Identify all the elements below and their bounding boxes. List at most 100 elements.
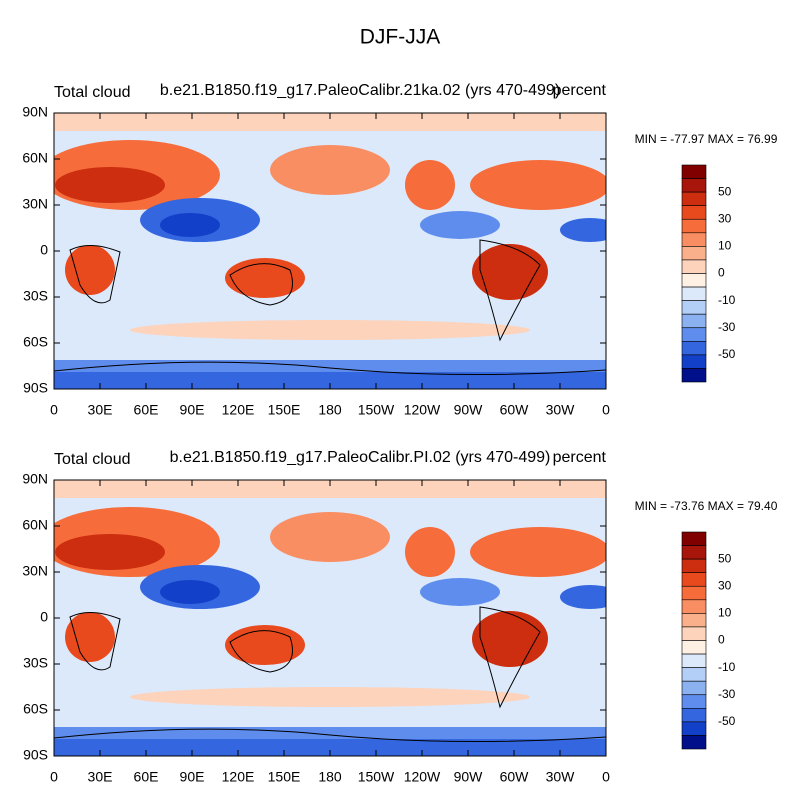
colorbar-box <box>681 300 707 315</box>
lon-tick-label: 180 <box>318 769 342 785</box>
colorbar-box <box>681 341 707 356</box>
colorbar-label: 30 <box>718 211 732 225</box>
colorbar-label: 50 <box>718 551 732 565</box>
lon-tick-label: 90E <box>180 769 205 785</box>
colorbar-box <box>681 721 707 736</box>
lon-tick-label: 120W <box>404 769 441 785</box>
lon-tick-label: 30W <box>546 769 576 785</box>
lat-tick-label: 0 <box>40 242 48 258</box>
colorbar-box <box>681 327 707 342</box>
lat-tick-label: 90S <box>23 380 48 396</box>
colorbar-box <box>681 232 707 247</box>
colorbar-box <box>681 572 707 587</box>
colorbar-label: 50 <box>718 184 732 198</box>
lon-tick-label: 90W <box>454 402 484 418</box>
colorbar-box <box>681 708 707 723</box>
lon-tick-label: 30E <box>88 402 113 418</box>
lon-tick-label: 90W <box>454 769 484 785</box>
lat-tick-label: 60N <box>22 517 48 533</box>
center-label: b.e21.B1850.f19_g17.PaleoCalibr.21ka.02 … <box>160 82 560 99</box>
lon-tick-label: 60W <box>500 402 530 418</box>
lon-tick-label: 30E <box>88 769 113 785</box>
right-label: percent <box>553 449 607 466</box>
colorbar-box <box>681 599 707 614</box>
lat-tick-label: 30S <box>23 288 48 304</box>
colorbar-box <box>681 164 707 179</box>
colorbar-label: 10 <box>718 239 732 253</box>
lon-tick-label: 30W <box>546 402 576 418</box>
colorbar-box <box>681 585 707 601</box>
lon-tick-label: 150E <box>268 402 301 418</box>
lat-tick-label: 90N <box>22 104 48 120</box>
lat-tick-label: 60N <box>22 150 48 166</box>
colorbar-label: 0 <box>718 266 725 280</box>
lon-tick-label: 120W <box>404 402 441 418</box>
colorbar-label: -10 <box>718 293 736 307</box>
min-max: MIN = -77.97 MAX = 76.99 <box>635 132 778 146</box>
colorbar-label: -30 <box>718 687 736 701</box>
lon-tick-label: 150E <box>268 769 301 785</box>
lon-tick-label: 120E <box>222 402 255 418</box>
lon-tick-label: 60E <box>134 402 159 418</box>
colorbar-box <box>681 273 707 288</box>
colorbar-box <box>681 218 707 234</box>
contour-field <box>40 480 620 756</box>
lon-tick-label: 0 <box>602 769 610 785</box>
lon-tick-label: 150W <box>358 402 395 418</box>
figure-title: DJF-JJA <box>360 26 441 49</box>
lat-tick-label: 30N <box>22 196 48 212</box>
colorbar-box <box>681 545 707 560</box>
lat-tick-label: 30S <box>23 655 48 671</box>
lat-tick-label: 30N <box>22 563 48 579</box>
colorbar-box <box>681 178 707 193</box>
colorbar-box <box>681 735 707 750</box>
colorbar-box <box>681 531 707 546</box>
colorbar-label: -10 <box>718 660 736 674</box>
colorbar-box <box>681 626 707 641</box>
colorbar-label: -30 <box>718 320 736 334</box>
colorbar-box <box>681 246 707 261</box>
min-max: MIN = -73.76 MAX = 79.40 <box>635 499 778 513</box>
lon-tick-label: 150W <box>358 769 395 785</box>
lon-tick-label: 60E <box>134 769 159 785</box>
lat-tick-label: 90N <box>22 471 48 487</box>
lon-tick-label: 120E <box>222 769 255 785</box>
colorbar-box <box>681 191 707 206</box>
colorbar-box <box>681 205 707 220</box>
colorbar-box <box>681 313 707 329</box>
lat-tick-label: 60S <box>23 701 48 717</box>
colorbar-box <box>681 613 707 628</box>
colorbar-box <box>681 653 707 668</box>
center-label: b.e21.B1850.f19_g17.PaleoCalibr.PI.02 (y… <box>170 449 551 466</box>
colorbar-box <box>681 259 707 274</box>
right-label: percent <box>553 82 607 99</box>
lon-tick-label: 0 <box>50 769 58 785</box>
colorbar-label: 30 <box>718 578 732 592</box>
lat-tick-label: 60S <box>23 334 48 350</box>
left-label: Total cloud <box>54 84 131 101</box>
lat-tick-label: 0 <box>40 609 48 625</box>
colorbar-box <box>681 354 707 369</box>
lon-tick-label: 90E <box>180 402 205 418</box>
map-panel: Total cloud b.e21.B1850.f19_g17.PaleoCali… <box>22 82 777 417</box>
colorbar-label: -50 <box>718 714 736 728</box>
lon-tick-label: 60W <box>500 769 530 785</box>
map-panel: Total cloud b.e21.B1850.f19_g17.PaleoCali… <box>22 449 777 784</box>
colorbar-box <box>681 694 707 709</box>
lon-tick-label: 0 <box>602 402 610 418</box>
colorbar-box <box>681 680 707 696</box>
colorbar-label: -50 <box>718 347 736 361</box>
colorbar-box <box>681 368 707 383</box>
lon-tick-label: 180 <box>318 402 342 418</box>
contour-field <box>40 113 620 389</box>
colorbar-box <box>681 558 707 573</box>
colorbar-box <box>681 286 707 301</box>
colorbar-box <box>681 667 707 682</box>
colorbar-label: 0 <box>718 633 725 647</box>
colorbar-box <box>681 640 707 655</box>
left-label: Total cloud <box>54 451 131 468</box>
colorbar-label: 10 <box>718 606 732 620</box>
lon-tick-label: 0 <box>50 402 58 418</box>
lat-tick-label: 90S <box>23 747 48 763</box>
